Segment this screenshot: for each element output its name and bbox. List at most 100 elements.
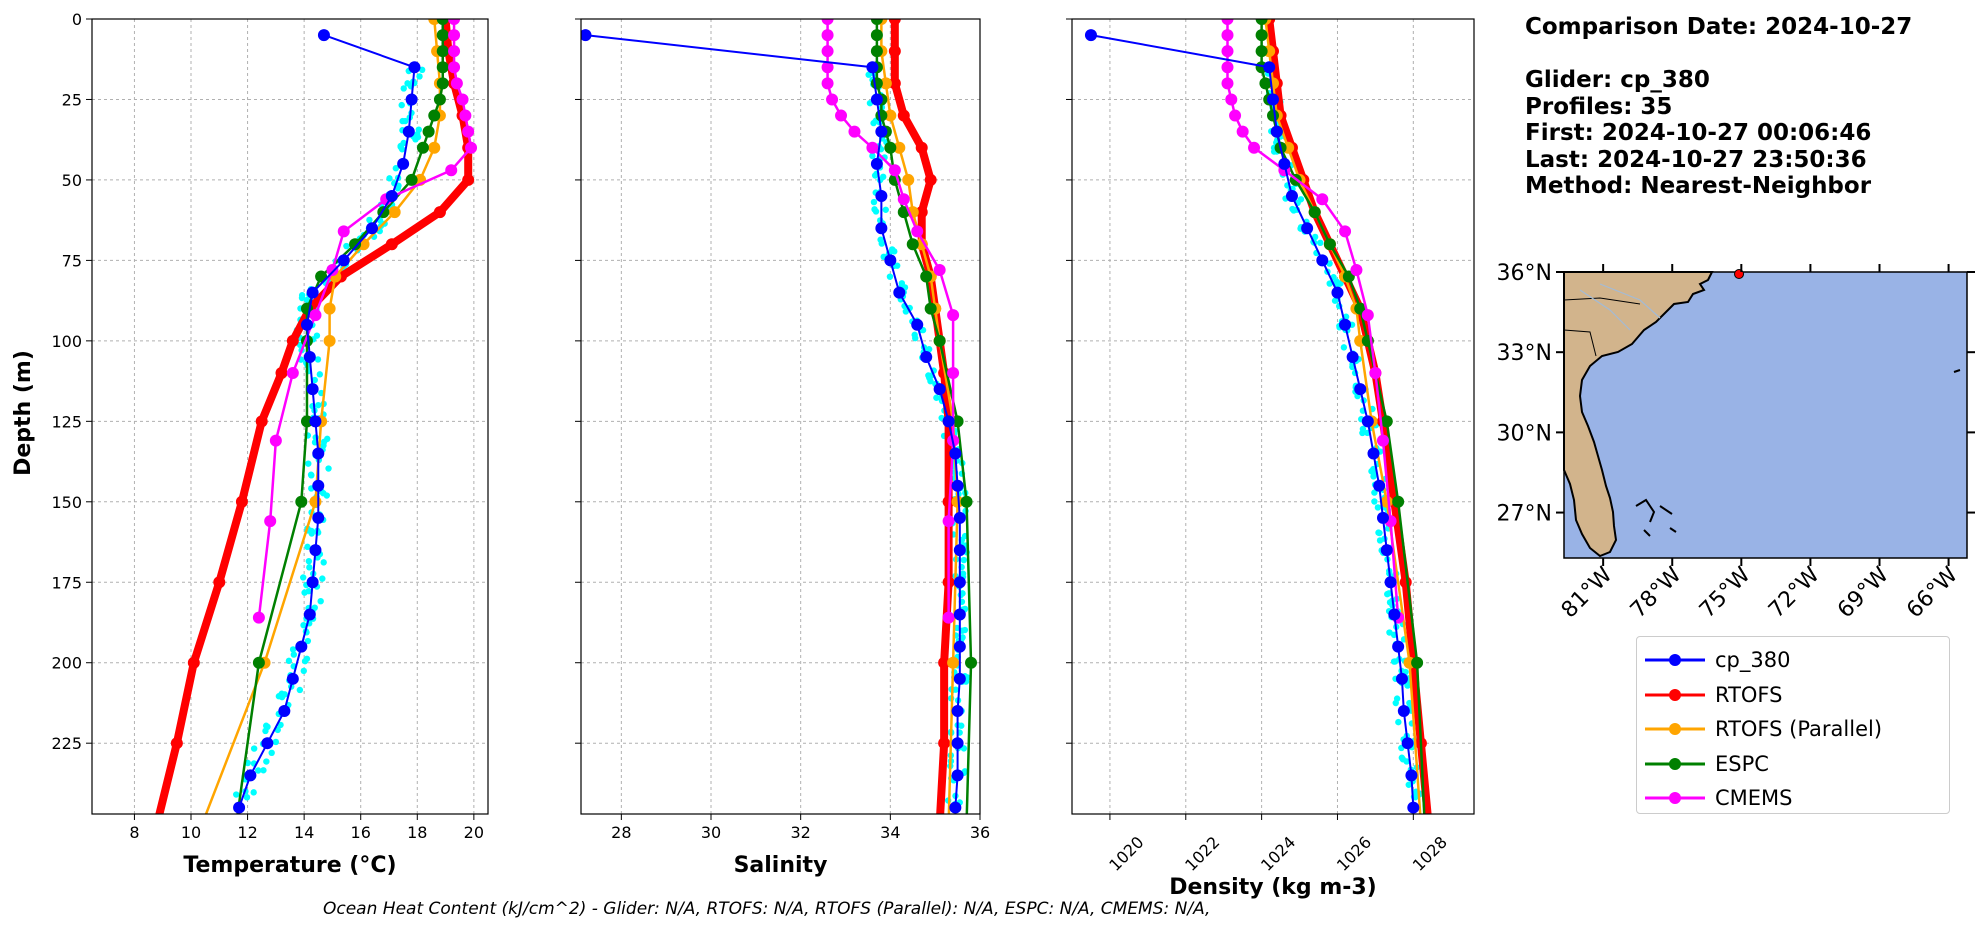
series-marker (888, 77, 901, 90)
glider-scatter-point (933, 394, 940, 401)
series-marker (306, 286, 319, 299)
legend-item: CMEMS (1637, 781, 1949, 816)
glider-scatter-point (301, 589, 308, 596)
glider-scatter-point (343, 242, 350, 250)
series-marker (933, 334, 946, 347)
y-axis-label: Depth (m) (11, 350, 36, 476)
glider-scatter-point (366, 216, 373, 224)
series-marker (947, 309, 960, 322)
glider-scatter-point (418, 66, 426, 74)
series-marker (951, 737, 964, 750)
series-marker (835, 109, 848, 122)
axes-frame (1071, 18, 1475, 815)
series-marker (1221, 19, 1234, 25)
series-marker (323, 302, 336, 315)
glider-scatter-point (1371, 489, 1378, 496)
glider-scatter-point (1404, 682, 1411, 689)
glider-scatter-point (1398, 754, 1406, 761)
y-tick-label: 75 (62, 251, 82, 270)
glider-scatter-point (960, 556, 968, 564)
glider-scatter-point (1370, 465, 1377, 473)
series-marker (1221, 77, 1234, 90)
glider-scatter-point (870, 198, 878, 206)
glider-scatter-point (233, 791, 240, 798)
info-panel: Comparison Date: 2024-10-27 Glider: cp_3… (1525, 14, 1912, 200)
series-marker (170, 737, 183, 750)
x-tick-label: 30 (701, 823, 721, 842)
series-marker (1380, 544, 1393, 557)
series-marker (428, 109, 441, 122)
series-marker (436, 45, 449, 58)
y-tick-label: 125 (51, 412, 82, 431)
series-marker (261, 737, 274, 750)
series-marker (436, 19, 449, 25)
glider-scatter-point (1370, 470, 1378, 478)
series-marker (1422, 818, 1434, 830)
series-marker (300, 318, 313, 331)
series-marker (942, 515, 955, 528)
x-tick-label: 36 (970, 823, 990, 842)
glider-scatter-point (300, 621, 307, 629)
series-marker (286, 334, 299, 347)
series-marker (295, 495, 308, 508)
series-marker (1236, 125, 1249, 138)
method: Method: Nearest-Neighbor (1525, 173, 1872, 199)
glider-scatter-point (255, 767, 262, 774)
series-marker (264, 515, 277, 528)
series-marker (235, 495, 248, 508)
series-marker (875, 109, 888, 122)
x-tick-label: 8 (129, 823, 139, 842)
series-marker (1259, 77, 1272, 90)
glider-scatter-point (865, 71, 872, 78)
x-tick-label: 16 (351, 823, 371, 842)
series-marker (306, 383, 319, 396)
y-tick-label: 100 (51, 332, 82, 351)
series-marker (960, 495, 973, 508)
glider-scatter-point (898, 280, 906, 287)
glider-scatter-point (317, 597, 324, 605)
series-marker (436, 29, 449, 42)
series-marker (947, 656, 960, 669)
x-tick-label: 1022 (1181, 833, 1223, 875)
last-time: Last: 2024-10-27 23:50:36 (1525, 146, 1867, 173)
glider-scatter-point (891, 248, 898, 255)
glider-scatter-point (305, 557, 313, 565)
series-marker (1405, 769, 1418, 782)
series-marker (924, 302, 937, 315)
series-marker (1388, 608, 1401, 621)
glider-scatter-point (397, 143, 404, 151)
series-line-rtofs (890, 19, 953, 814)
series-marker (1339, 225, 1352, 238)
series-marker (428, 141, 441, 154)
glider-scatter-point (1386, 599, 1394, 606)
series-marker (1376, 434, 1389, 447)
series-marker (385, 190, 398, 203)
series-marker (821, 29, 834, 42)
glider-scatter-point (911, 331, 918, 339)
series-marker (875, 222, 888, 235)
series-marker (303, 350, 316, 363)
series-marker (924, 173, 937, 186)
glider-name: Glider: cp_380 (1525, 67, 1710, 93)
glider-scatter-point (290, 651, 298, 658)
glider-scatter-point (301, 657, 309, 665)
info-spacer (1525, 41, 1912, 68)
glider-scatter-point (869, 152, 876, 160)
series-marker (951, 479, 964, 492)
y-tick-label: 150 (51, 493, 82, 512)
series-marker (151, 818, 163, 830)
glider-scatter-point (308, 472, 315, 479)
series-marker (1331, 286, 1344, 299)
glider-scatter-point (872, 208, 880, 215)
series-marker (953, 576, 966, 589)
series-marker (951, 705, 964, 718)
series-marker (897, 193, 910, 206)
glider-scatter-point (1311, 233, 1319, 241)
series-marker (884, 109, 897, 122)
series-marker (1308, 206, 1321, 219)
series-marker (436, 61, 449, 74)
glider-scatter-point (1317, 239, 1324, 247)
glider-scatter-point (1376, 537, 1384, 544)
series-marker (462, 125, 475, 138)
